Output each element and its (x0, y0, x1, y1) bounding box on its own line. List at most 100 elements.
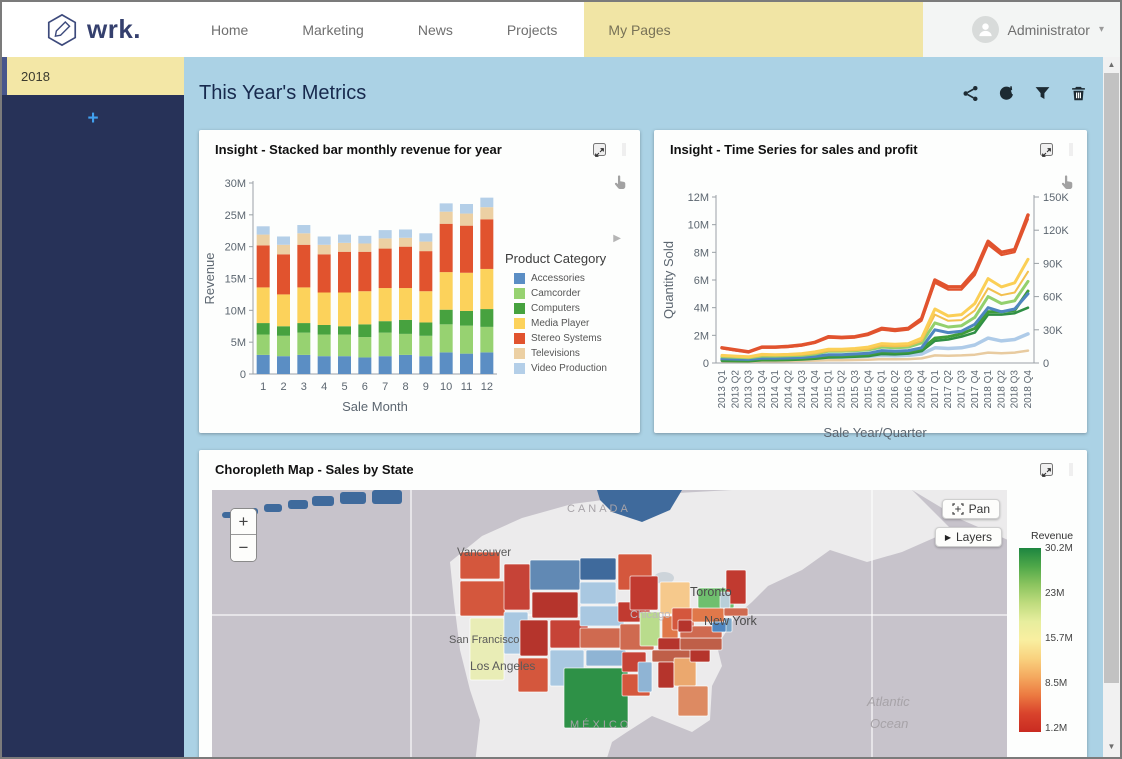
state-ME[interactable] (725, 569, 747, 605)
svg-text:15M: 15M (225, 274, 246, 286)
nav-item-marketing[interactable]: Marketing (302, 21, 364, 38)
legend-item[interactable]: Stereo Systems (505, 333, 631, 344)
vertical-scrollbar[interactable]: ▲ ▼ (1103, 57, 1120, 757)
legend-item[interactable]: Media Player (505, 318, 631, 329)
state-TX[interactable] (563, 667, 629, 729)
scroll-up-icon[interactable]: ▲ (1107, 60, 1116, 69)
hand-pointer-icon (1060, 174, 1075, 191)
map-label: Ocean (870, 716, 908, 731)
state-MS[interactable] (637, 661, 653, 693)
user-menu[interactable]: Administrator ▾ (923, 2, 1120, 57)
legend-label: Media Player (531, 318, 590, 329)
svg-text:2018 Q4: 2018 Q4 (1023, 370, 1034, 409)
avatar (971, 16, 999, 43)
svg-text:2014 Q1: 2014 Q1 (770, 370, 781, 409)
legend-item[interactable]: Video Production (505, 363, 631, 374)
state-ND[interactable] (579, 557, 617, 581)
svg-text:2017 Q3: 2017 Q3 (956, 370, 967, 409)
refresh-icon[interactable] (998, 85, 1015, 102)
nav-item-home[interactable]: Home (211, 21, 249, 38)
map-label: Los Angeles (470, 659, 535, 673)
map-label: Chicago (630, 609, 670, 621)
brand-logo[interactable]: wrk. (2, 2, 184, 57)
legend-tick: 8.5M (1045, 678, 1068, 689)
svg-text:150K: 150K (1043, 192, 1069, 204)
state-NE[interactable] (579, 605, 625, 627)
expand-icon[interactable] (593, 143, 606, 157)
card-choropleth: Choropleth Map - Sales by State CANADA Va… (199, 450, 1087, 757)
sidebar-item-2018[interactable]: 2018 (2, 57, 184, 95)
svg-text:2016 Q4: 2016 Q4 (917, 370, 928, 409)
dashboard: This Year's Metrics Insight - Stacked ba… (184, 57, 1103, 757)
legend-next-icon[interactable]: ▶ (613, 233, 621, 244)
svg-text:60K: 60K (1043, 292, 1063, 304)
state-ID[interactable] (503, 563, 531, 611)
nav-item-news[interactable]: News (417, 21, 453, 38)
kebab-menu-icon[interactable] (1069, 143, 1075, 164)
svg-text:2017 Q1: 2017 Q1 (930, 370, 941, 409)
layers-button[interactable]: ▶ Layers (934, 527, 1002, 547)
state-WY[interactable] (531, 591, 579, 619)
svg-text:2018 Q1: 2018 Q1 (983, 370, 994, 409)
state-OK[interactable] (585, 649, 627, 667)
svg-text:2018 Q2: 2018 Q2 (996, 370, 1007, 409)
legend-swatch (514, 303, 525, 314)
svg-text:0: 0 (1043, 358, 1049, 370)
state-AL[interactable] (657, 661, 675, 689)
map-label: Toronto (690, 585, 732, 599)
svg-text:2015 Q4: 2015 Q4 (863, 370, 874, 409)
filter-icon[interactable] (1034, 85, 1051, 102)
svg-text:2015 Q3: 2015 Q3 (850, 370, 861, 409)
svg-text:Revenue: Revenue (202, 252, 217, 304)
state-WV[interactable] (677, 619, 693, 633)
trash-icon[interactable] (1070, 85, 1087, 102)
add-page-button[interactable]: + (87, 108, 99, 129)
svg-text:6M: 6M (694, 275, 709, 287)
scrollbar-thumb[interactable] (1104, 73, 1119, 683)
state-MA[interactable] (723, 607, 749, 617)
svg-text:2013 Q3: 2013 Q3 (744, 370, 755, 409)
zoom-in-button[interactable]: + (231, 509, 256, 535)
pan-label: Pan (968, 502, 990, 516)
hand-pointer-icon (613, 174, 628, 191)
zoom-out-button[interactable]: − (231, 535, 256, 561)
legend-label: Televisions (531, 348, 580, 359)
state-FL[interactable] (677, 685, 709, 717)
nav-item-my-pages[interactable]: My Pages (584, 2, 923, 57)
state-MT[interactable] (529, 559, 581, 591)
state-MD[interactable] (711, 621, 727, 633)
svg-text:7: 7 (382, 381, 388, 393)
legend-item[interactable]: Accessories (505, 273, 631, 284)
layers-label: Layers (955, 530, 992, 544)
kebab-menu-icon[interactable] (622, 143, 628, 164)
state-KS[interactable] (579, 627, 625, 649)
state-WI[interactable] (629, 575, 659, 611)
state-UT[interactable] (519, 619, 549, 657)
state-WA[interactable] (459, 551, 501, 580)
expand-icon[interactable] (1040, 463, 1053, 477)
svg-text:2013 Q2: 2013 Q2 (730, 370, 741, 409)
state-AZ[interactable] (517, 657, 549, 693)
legend-item[interactable]: Computers (505, 303, 631, 314)
svg-text:Sale Month: Sale Month (342, 399, 408, 414)
svg-text:30M: 30M (225, 178, 246, 190)
state-NC[interactable] (679, 637, 723, 651)
legend-item[interactable]: Camcorder (505, 288, 631, 299)
nav-item-projects[interactable]: Projects (506, 21, 558, 38)
scroll-down-icon[interactable]: ▼ (1107, 742, 1116, 751)
expand-icon[interactable] (1040, 143, 1053, 157)
state-SD[interactable] (579, 581, 617, 605)
map-label: San Francisco (449, 634, 519, 646)
state-OR[interactable] (459, 580, 506, 617)
svg-text:10M: 10M (688, 220, 709, 232)
legend-label: Video Production (531, 363, 607, 374)
page-title: This Year's Metrics (199, 82, 367, 104)
legend-item[interactable]: Televisions (505, 348, 631, 359)
kebab-menu-icon[interactable] (1069, 463, 1075, 484)
svg-text:2013 Q4: 2013 Q4 (757, 370, 768, 409)
pan-button[interactable]: Pan (941, 499, 1000, 519)
state-IL[interactable] (639, 611, 661, 647)
main-nav: Home Marketing News Projects My Pages (184, 2, 923, 57)
share-icon[interactable] (962, 85, 979, 102)
map-label: New York (704, 614, 758, 628)
